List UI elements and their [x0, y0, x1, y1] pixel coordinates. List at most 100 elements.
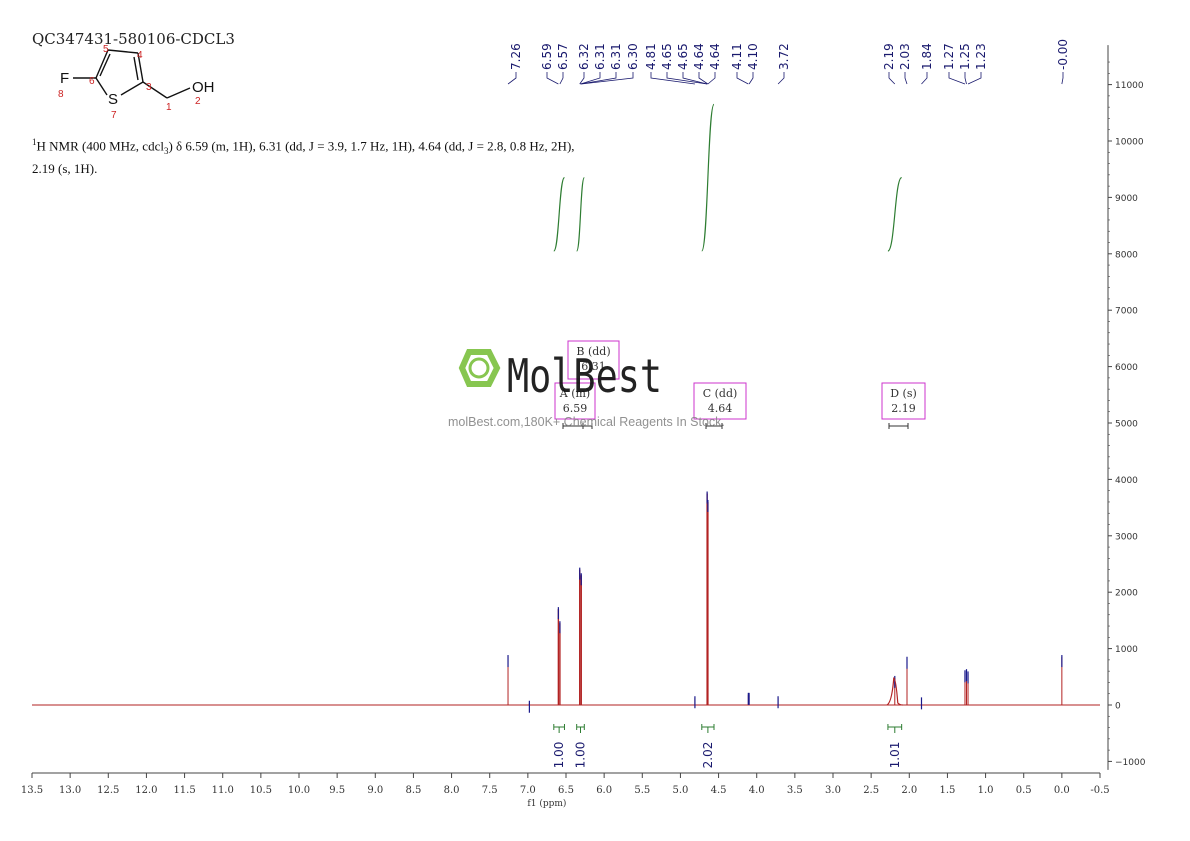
- peak-label-leader: [559, 72, 564, 85]
- x-tick-label: 0.0: [1054, 785, 1070, 796]
- multiplet-box: [567, 340, 620, 380]
- peak-label-leader: [581, 72, 634, 85]
- peak-label-leader: [967, 72, 982, 85]
- atom-s: S: [108, 91, 118, 108]
- peak-label: 1.23: [974, 43, 988, 70]
- integral-value: 1.01: [888, 742, 902, 769]
- multiplet-label: A (m): [559, 387, 590, 400]
- peak-label: 6.30: [626, 43, 640, 70]
- x-tick-label: 5.0: [672, 785, 688, 796]
- multiplet-box: [693, 382, 747, 420]
- x-tick-label: 11.5: [173, 785, 195, 796]
- y-tick-label: 1000: [1115, 645, 1138, 655]
- integral-curve: [887, 177, 903, 252]
- x-tick-label: 5.5: [634, 785, 650, 796]
- x-tick-label: 3.0: [825, 785, 841, 796]
- peak-label: 1.25: [958, 43, 972, 70]
- peak-label-leader: [507, 72, 517, 85]
- integral-curve: [576, 177, 585, 252]
- watermark-tagline: molBest.com,180K+ Chemical Reagents In S…: [448, 415, 725, 429]
- peak-label-leader: [948, 72, 966, 85]
- y-tick-label: 10000: [1115, 138, 1144, 148]
- nmr-description-rest: ) δ 6.59 (m, 1H), 6.31 (dd, J = 3.9, 1.7…: [168, 138, 575, 154]
- peak-label: -0.00: [1056, 39, 1070, 70]
- x-tick-label: 4.5: [711, 785, 727, 796]
- x-tick-label: 7.0: [520, 785, 536, 796]
- nmr-description-prefix: H NMR (400 MHz, cdcl: [36, 138, 164, 154]
- peak-label: 2.03: [898, 43, 912, 70]
- peak-label: 6.31: [609, 43, 623, 70]
- peak-label-leader: [698, 72, 709, 85]
- y-tick-label: 9000: [1115, 194, 1138, 204]
- nmr-description-line-2: 2.19 (s, 1H).: [32, 160, 98, 176]
- x-tick-label: 0.5: [1016, 785, 1032, 796]
- peak-label-leader: [921, 72, 928, 85]
- integral-curve: [701, 103, 715, 252]
- peak-label: 4.81: [644, 43, 658, 70]
- x-tick-label: 7.5: [482, 785, 498, 796]
- y-tick-label: 0: [1115, 702, 1121, 712]
- peak-label: 4.65: [660, 43, 674, 70]
- x-tick-label: 3.5: [787, 785, 803, 796]
- x-tick-label: 4.0: [749, 785, 765, 796]
- y-tick-label: 8000: [1115, 250, 1138, 260]
- nmr-description: 1H NMR (400 MHz, cdcl3) δ 6.59 (m, 1H), …: [32, 133, 632, 178]
- x-tick-label: -0.5: [1090, 785, 1109, 796]
- peak-label-leader: [682, 72, 708, 85]
- peak-label-leader: [650, 72, 695, 85]
- watermark-brand: MolBest: [507, 349, 662, 403]
- peak-label: 7.26: [509, 43, 523, 70]
- atom-s-index: 7: [111, 110, 117, 121]
- peak-label-leader: [580, 72, 601, 85]
- peak-label-leader: [1061, 72, 1064, 85]
- isotope-superscript: 1: [32, 137, 37, 147]
- integral-value: 1.00: [552, 742, 566, 769]
- x-tick-label: 2.0: [901, 785, 917, 796]
- x-tick-label: 2.5: [863, 785, 879, 796]
- peak-label: 6.32: [577, 43, 591, 70]
- multiplet-shift: 6.31: [581, 360, 606, 373]
- x-tick-label: 6.5: [558, 785, 574, 796]
- y-tick-label: 5000: [1115, 420, 1138, 430]
- peak-label: 6.31: [593, 43, 607, 70]
- carbon-number-3: 3: [146, 82, 152, 93]
- peak-label: 4.64: [692, 43, 706, 70]
- x-tick-label: 10.0: [288, 785, 310, 796]
- carbon-number-4: 4: [137, 50, 143, 61]
- y-tick-label: 4000: [1115, 476, 1138, 486]
- peak-label-leader: [707, 72, 716, 85]
- peak-label-leader: [777, 72, 785, 85]
- x-axis-title: f1 (ppm): [527, 798, 566, 809]
- x-tick-label: 1.0: [978, 785, 994, 796]
- carbon-number-5: 5: [103, 44, 109, 55]
- peak-label: 4.65: [676, 43, 690, 70]
- integral-value: 2.02: [701, 742, 715, 769]
- multiplet-label: B (dd): [576, 345, 610, 358]
- peak-label: 1.27: [942, 43, 956, 70]
- x-tick-label: 11.0: [212, 785, 234, 796]
- nmr-description-line-1: 1H NMR (400 MHz, cdcl3) δ 6.59 (m, 1H), …: [32, 133, 632, 160]
- y-tick-label: 2000: [1115, 589, 1138, 599]
- y-tick-label: 7000: [1115, 307, 1138, 317]
- sample-id: QC347431-580106-CDCL3: [32, 30, 235, 48]
- x-tick-label: 13.5: [21, 785, 43, 796]
- peak-label: 4.11: [730, 43, 744, 70]
- multiplet-label: C (dd): [703, 387, 738, 400]
- carbon-number-6: 6: [89, 76, 95, 87]
- y-tick-label: 11000: [1115, 81, 1144, 91]
- x-tick-label: 12.5: [97, 785, 119, 796]
- x-tick-label: 6.0: [596, 785, 612, 796]
- x-tick-label: 10.5: [250, 785, 272, 796]
- peak-label-leader: [888, 72, 896, 85]
- y-tick-label: 6000: [1115, 363, 1138, 373]
- peak-label: 4.64: [708, 43, 722, 70]
- atom-f-index: 8: [58, 89, 64, 100]
- peak-label-leader: [546, 72, 559, 85]
- x-tick-label: 8.5: [405, 785, 421, 796]
- multiplet-box: [554, 382, 596, 420]
- x-tick-label: 9.5: [329, 785, 345, 796]
- solvent-subscript: 3: [163, 145, 169, 156]
- x-tick-label: 13.0: [59, 785, 81, 796]
- multiplet-shift: 4.64: [708, 402, 733, 415]
- y-tick-label: −1000: [1115, 758, 1146, 768]
